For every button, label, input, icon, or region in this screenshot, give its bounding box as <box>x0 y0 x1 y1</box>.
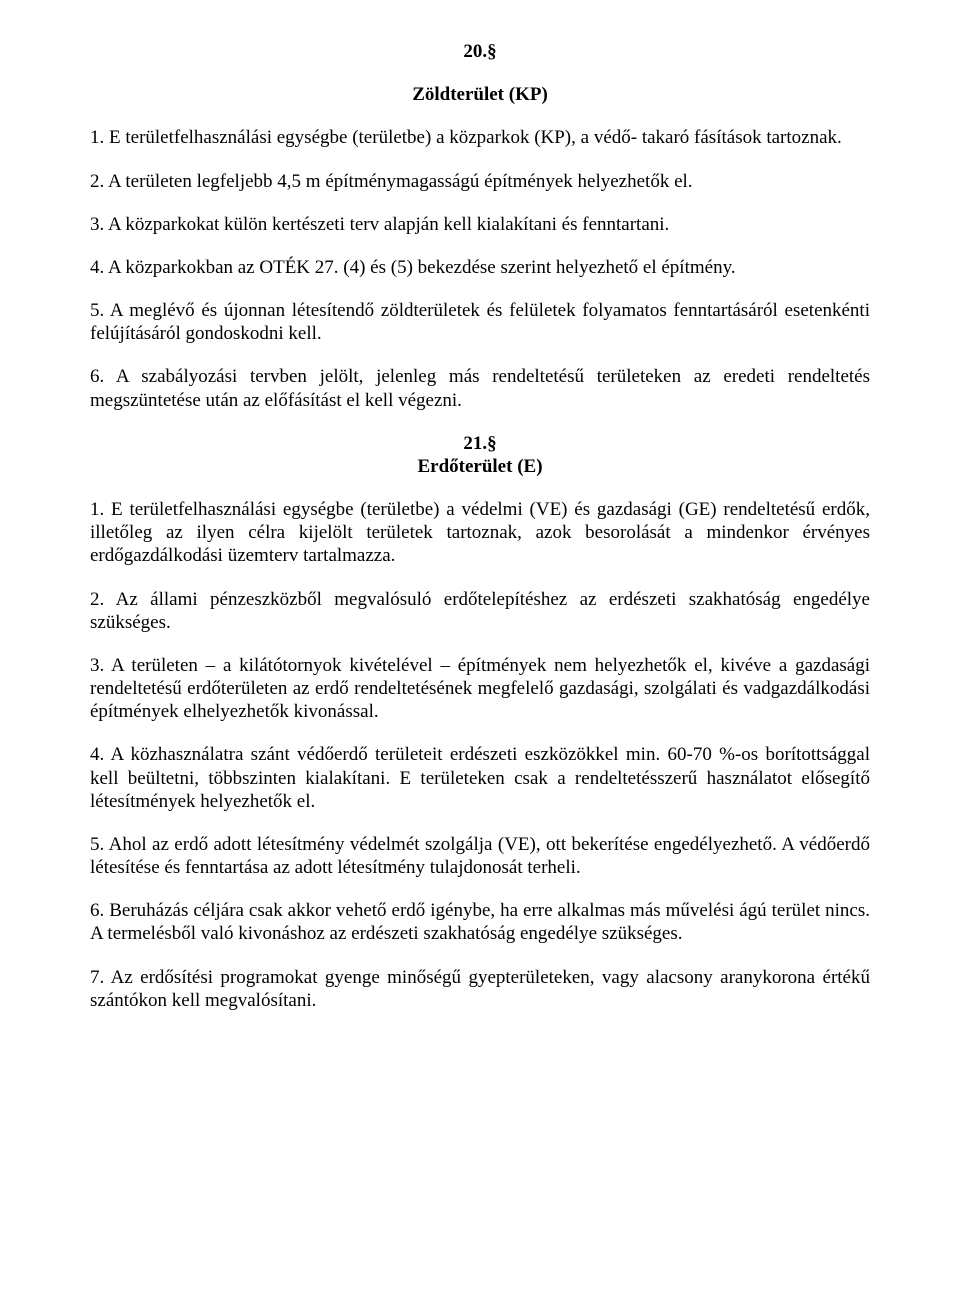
section-21-heading: 21.§ Erdőterület (E) <box>90 432 870 478</box>
section-20-para-5: 5. A meglévő és újonnan létesítendő zöld… <box>90 299 870 345</box>
section-20-para-3: 3. A közparkokat külön kertészeti terv a… <box>90 213 870 236</box>
section-20-number: 20.§ <box>90 40 870 63</box>
section-21-para-1: 1. E területfelhasználási egységbe (terü… <box>90 498 870 568</box>
section-21-para-6: 6. Beruházás céljára csak akkor vehető e… <box>90 899 870 945</box>
section-20-para-6: 6. A szabályozási tervben jelölt, jelenl… <box>90 365 870 411</box>
document-page: 20.§ Zöldterület (KP) 1. E területfelhas… <box>0 0 960 1307</box>
section-21-para-3: 3. A területen – a kilátótornyok kivétel… <box>90 654 870 724</box>
section-21-para-7: 7. Az erdősítési programokat gyenge minő… <box>90 966 870 1012</box>
section-20-title: Zöldterület (KP) <box>90 83 870 106</box>
section-21-para-4: 4. A közhasználatra szánt védőerdő terül… <box>90 743 870 813</box>
section-21-title: Erdőterület (E) <box>90 455 870 478</box>
section-21-number: 21.§ <box>90 432 870 455</box>
section-20-para-1: 1. E területfelhasználási egységbe (terü… <box>90 126 870 149</box>
section-21-para-5: 5. Ahol az erdő adott létesítmény védelm… <box>90 833 870 879</box>
section-20-para-2: 2. A területen legfeljebb 4,5 m építmény… <box>90 170 870 193</box>
section-21-para-2: 2. Az állami pénzeszközből megvalósuló e… <box>90 588 870 634</box>
section-20-para-4: 4. A közparkokban az OTÉK 27. (4) és (5)… <box>90 256 870 279</box>
